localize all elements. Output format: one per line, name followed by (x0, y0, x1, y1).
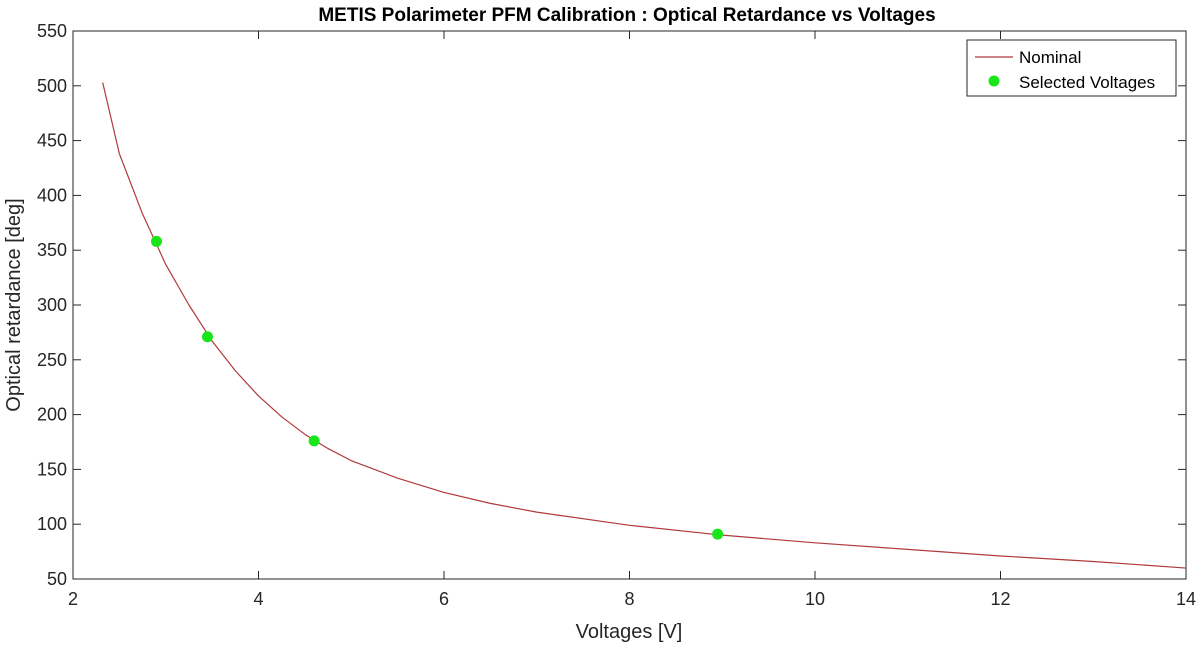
selected-voltage-point (201, 331, 213, 343)
selected-voltage-point (712, 528, 724, 540)
y-tick-label: 300 (37, 295, 67, 315)
y-tick-label: 100 (37, 514, 67, 534)
x-tick-label: 12 (990, 589, 1010, 609)
legend: Nominal Selected Voltages (966, 39, 1177, 97)
y-tick-label: 50 (47, 569, 67, 589)
y-axis-label: Optical retardance [deg] (3, 198, 25, 411)
nominal-curve (102, 82, 1187, 569)
x-axis: 2 4 6 8 10 12 14 (68, 31, 1196, 609)
legend-selected-label: Selected Voltages (1019, 73, 1155, 92)
legend-selected-swatch (988, 75, 1000, 87)
y-tick-label: 550 (37, 21, 67, 41)
x-tick-label: 14 (1176, 589, 1196, 609)
chart-title: METIS Polarimeter PFM Calibration : Opti… (318, 5, 935, 26)
plot-area (72, 30, 1187, 580)
x-tick-label: 10 (805, 589, 825, 609)
y-tick-label: 150 (37, 459, 67, 479)
legend-nominal-label: Nominal (1019, 48, 1081, 67)
x-tick-label: 4 (253, 589, 263, 609)
y-tick-label: 250 (37, 350, 67, 370)
y-tick-label: 400 (37, 185, 67, 205)
x-tick-label: 6 (439, 589, 449, 609)
series-layer (102, 82, 1187, 569)
y-axis: 50 100 150 200 250 300 350 400 450 500 550 (37, 21, 1186, 589)
y-tick-label: 450 (37, 131, 67, 151)
x-tick-label: 8 (624, 589, 634, 609)
y-tick-label: 200 (37, 405, 67, 425)
x-tick-label: 2 (68, 589, 78, 609)
y-tick-label: 350 (37, 240, 67, 260)
selected-voltage-point (150, 235, 162, 247)
legend-box (966, 39, 1177, 97)
y-tick-label: 500 (37, 76, 67, 96)
selected-voltage-point (308, 435, 320, 447)
x-axis-label: Voltages [V] (576, 621, 683, 643)
